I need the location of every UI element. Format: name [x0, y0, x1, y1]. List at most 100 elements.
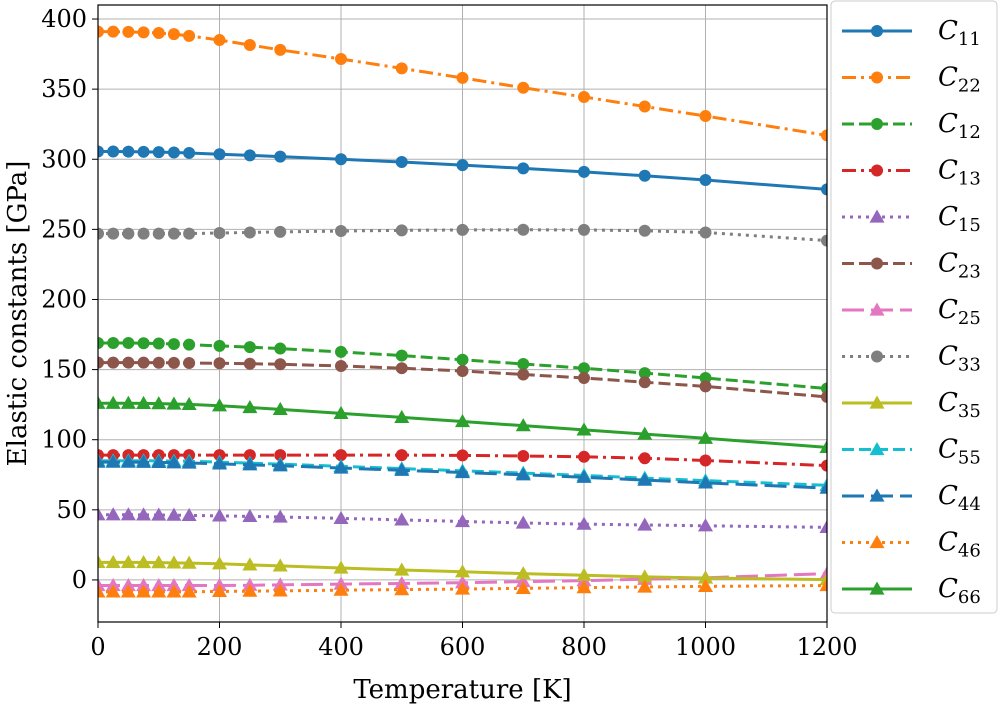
point-C11 [213, 148, 226, 161]
point-C12 [122, 336, 135, 349]
point-C12 [456, 353, 469, 366]
point-C66 [181, 396, 197, 410]
point-C11 [98, 145, 104, 158]
x-tick-label: 800 [561, 633, 607, 661]
point-C22 [152, 27, 165, 40]
line-C22 [98, 30, 827, 137]
point-C12 [213, 339, 226, 352]
point-C22 [122, 25, 135, 38]
point-C46 [515, 580, 531, 594]
point-C15 [272, 509, 288, 523]
legend-label-C33: C33 [938, 342, 981, 376]
point-C35 [515, 566, 531, 580]
point-C46 [105, 584, 121, 598]
legend-marker-C66 [869, 581, 885, 595]
point-C22 [243, 38, 256, 51]
point-C33 [395, 224, 408, 237]
legend-label-C13: C13 [938, 156, 981, 190]
point-C46 [166, 584, 182, 598]
point-C15 [394, 512, 410, 526]
point-C11 [456, 159, 469, 172]
point-C46 [212, 583, 227, 598]
legend-label-C12: C12 [938, 109, 981, 143]
y-tick-label: 350 [41, 75, 87, 103]
point-C12 [638, 367, 651, 380]
point-C12 [167, 338, 180, 351]
point-C35 [242, 557, 258, 571]
point-C11 [335, 153, 347, 166]
point-C44 [98, 454, 106, 468]
x-tick-label: 200 [197, 633, 243, 661]
series-C12 [98, 336, 827, 395]
axis-ticks: 0 200 400 600 800 1000 1200 0 50 100 150 200 250 300 3… [41, 5, 857, 661]
legend-marker-C25 [869, 302, 885, 316]
legend-label-C25: C25 [938, 295, 981, 329]
point-C15 [166, 507, 182, 521]
point-C35 [212, 556, 227, 570]
point-C13 [395, 449, 408, 462]
series-C11 [98, 145, 827, 196]
point-C46 [181, 584, 197, 598]
point-C15 [98, 507, 106, 521]
point-C44 [394, 462, 410, 476]
x-tick-label: 0 [90, 633, 105, 661]
point-C22 [578, 90, 590, 103]
legend-item-C11: C11 [842, 16, 981, 50]
point-C44 [576, 469, 592, 483]
point-C23 [183, 357, 196, 370]
point-C66 [455, 413, 470, 428]
y-tick-label: 250 [41, 215, 87, 243]
point-C12 [98, 336, 104, 349]
point-C33 [699, 226, 712, 239]
point-C66 [166, 396, 182, 410]
point-C15 [819, 519, 827, 533]
point-C15 [105, 507, 121, 521]
point-C66 [120, 395, 136, 409]
legend-label-C23: C23 [938, 249, 981, 283]
point-C23 [167, 356, 180, 369]
point-C33 [107, 227, 120, 240]
point-C15 [455, 513, 470, 528]
plot-area [98, 25, 827, 598]
point-C23 [578, 372, 590, 385]
point-C11 [107, 145, 120, 158]
point-C33 [98, 227, 104, 240]
y-tick-label: 300 [41, 145, 87, 173]
point-C44 [181, 455, 197, 469]
point-C66 [698, 430, 713, 444]
point-C22 [456, 71, 469, 84]
point-C33 [456, 223, 469, 236]
y-tick-label: 200 [41, 285, 87, 313]
point-C11 [395, 156, 408, 169]
point-C66 [272, 401, 288, 416]
point-C46 [242, 583, 258, 597]
point-C44 [136, 454, 152, 468]
legend-marker-C33 [871, 350, 883, 363]
series-C33 [98, 223, 827, 247]
point-C11 [152, 146, 165, 159]
point-C13 [274, 449, 287, 462]
point-C22 [821, 129, 827, 142]
point-C15 [242, 508, 258, 523]
legend-item-C46: C46 [842, 528, 981, 562]
legend-marker-C46 [869, 535, 885, 549]
legend-item-C33: C33 [842, 342, 981, 376]
point-C12 [699, 372, 712, 385]
point-C11 [699, 174, 712, 187]
point-C11 [638, 169, 651, 182]
point-C44 [333, 460, 349, 474]
point-C13 [699, 454, 712, 467]
line-C33 [98, 228, 827, 243]
point-C11 [243, 149, 256, 162]
point-C22 [213, 34, 226, 47]
point-C66 [105, 395, 121, 409]
point-C44 [105, 454, 121, 468]
x-tick-label: 1000 [675, 633, 736, 661]
point-C15 [212, 508, 227, 522]
point-C46 [455, 581, 470, 595]
point-C66 [515, 418, 531, 432]
series-C15 [98, 507, 827, 533]
point-C23 [107, 356, 120, 369]
point-C33 [274, 225, 287, 238]
